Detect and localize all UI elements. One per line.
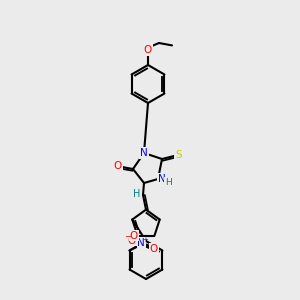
Text: +: +	[142, 237, 148, 243]
Text: −: −	[124, 232, 130, 242]
Text: N: N	[137, 238, 145, 248]
Text: H: H	[165, 178, 172, 187]
Text: O: O	[130, 231, 138, 241]
Text: O: O	[150, 244, 158, 254]
Text: O: O	[113, 161, 122, 171]
Text: S: S	[175, 150, 182, 160]
Text: N: N	[158, 174, 166, 184]
Text: N: N	[140, 148, 148, 158]
Text: O: O	[128, 236, 136, 245]
Text: H: H	[133, 189, 140, 199]
Text: O: O	[144, 45, 152, 55]
